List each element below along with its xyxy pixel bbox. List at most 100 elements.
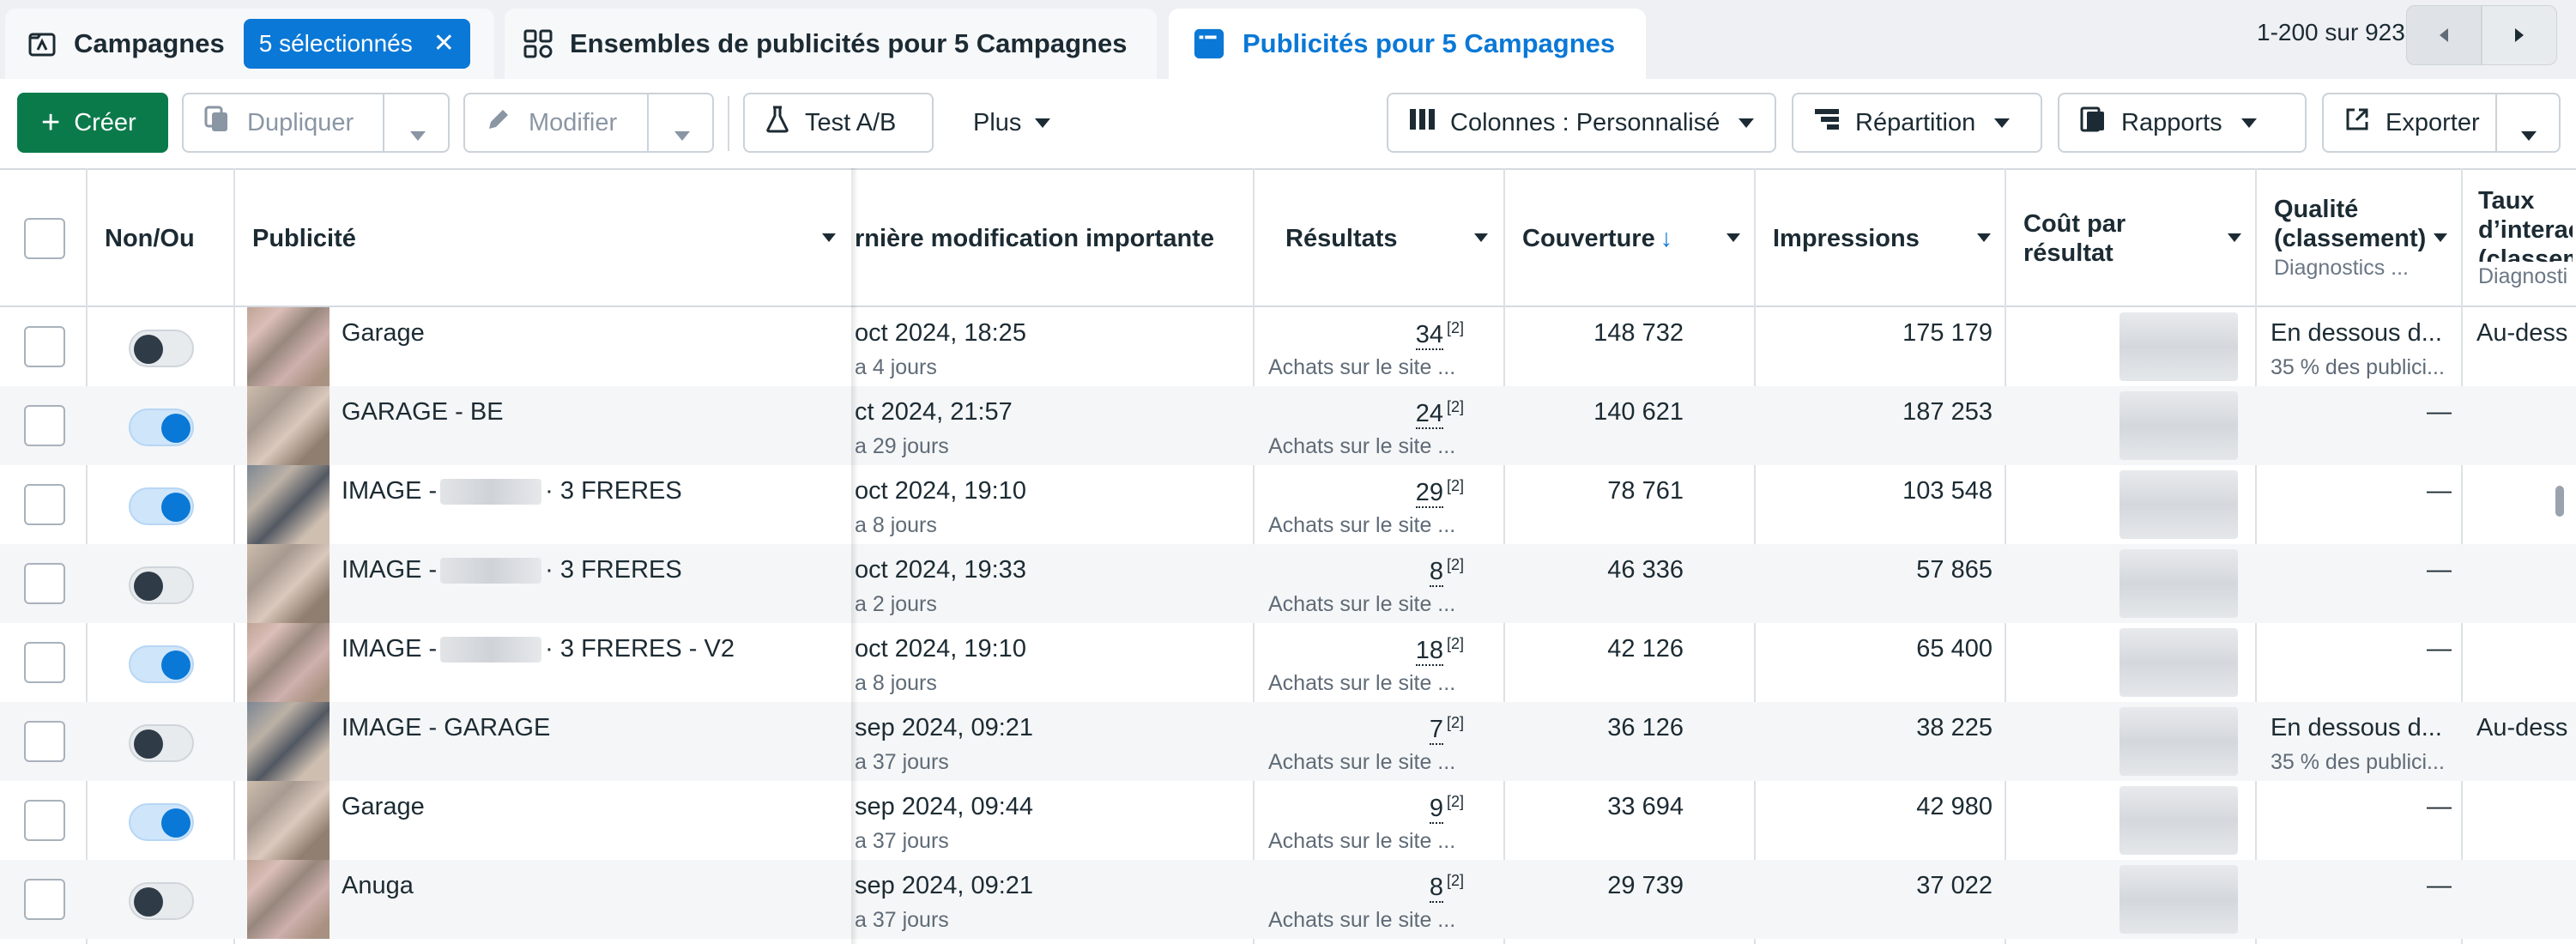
row-checkbox[interactable]	[24, 563, 65, 604]
results-value[interactable]: 8 [2]	[1429, 556, 1464, 587]
ad-thumbnail[interactable]	[247, 386, 330, 465]
col-cost-sort-icon[interactable]	[2228, 233, 2241, 242]
next-page-button[interactable]	[2482, 5, 2557, 65]
results-value[interactable]: 29 [2]	[1415, 477, 1464, 508]
ad-status-toggle[interactable]	[129, 724, 194, 762]
select-all-checkbox[interactable]	[24, 218, 65, 259]
export-button[interactable]: Exporter	[2322, 93, 2561, 153]
engagement-ranking: Au-dess	[2476, 714, 2568, 741]
col-onoff-header[interactable]: Non/Ou	[105, 224, 195, 252]
close-icon[interactable]: ✕	[432, 29, 455, 57]
last-modification-date: ct 2024, 21:57	[855, 398, 1013, 426]
ad-name[interactable]: IMAGE - · 3 FRERES	[342, 477, 682, 505]
col-cost-header[interactable]: Coût par résultat	[2023, 210, 2126, 267]
ad-status-toggle[interactable]	[129, 882, 194, 920]
prev-page-button[interactable]	[2406, 5, 2482, 65]
ad-thumbnail[interactable]	[247, 465, 330, 544]
ad-name[interactable]: IMAGE - · 3 FRERES - V2	[342, 635, 735, 663]
ad-name[interactable]: IMAGE - · 3 FRERES	[342, 556, 682, 584]
redacted-cost	[2119, 470, 2238, 539]
more-button[interactable]: Plus	[973, 93, 1051, 153]
row-checkbox[interactable]	[24, 879, 65, 920]
ad-name[interactable]: GARAGE - BE	[342, 398, 504, 426]
ad-thumbnail[interactable]	[247, 702, 330, 781]
col-last-mod-header[interactable]: rnière modification importante	[855, 224, 1214, 252]
col-reach-sort-icon[interactable]	[1726, 233, 1740, 242]
ad-status-toggle[interactable]	[129, 487, 194, 525]
row-checkbox[interactable]	[24, 800, 65, 841]
table-row[interactable]: Garage sep 2024, 09:44 a 37 jours 9 [2] Achat…	[0, 781, 2576, 860]
ad-thumbnail[interactable]	[247, 781, 330, 860]
columns-button[interactable]: Colonnes : Personnalisé	[1387, 93, 1776, 153]
table-row[interactable]: Anuga sep 2024, 09:21 a 37 jours 8 [2] Achats…	[0, 860, 2576, 939]
row-checkbox[interactable]	[24, 642, 65, 683]
ad-status-toggle[interactable]	[129, 330, 194, 367]
ad-name[interactable]: Garage	[342, 793, 425, 820]
selected-badge[interactable]: 5 sélectionnés ✕	[243, 19, 470, 69]
results-type: Achats sur le site ...	[1268, 592, 1456, 616]
modify-dropdown-icon[interactable]	[674, 119, 690, 148]
last-modification-age: a 8 jours	[855, 671, 937, 695]
col-results-header[interactable]: Résultats	[1285, 224, 1398, 252]
redacted-cost	[2119, 549, 2238, 618]
results-value[interactable]: 18 [2]	[1415, 635, 1464, 666]
row-checkbox[interactable]	[24, 721, 65, 762]
row-checkbox[interactable]	[24, 405, 65, 446]
horizontal-scrollbar-thumb[interactable]	[2555, 486, 2564, 517]
results-value[interactable]: 24 [2]	[1415, 398, 1464, 429]
ab-test-button[interactable]: Test A/B	[743, 93, 934, 153]
breakdown-button[interactable]: Répartition	[1792, 93, 2042, 153]
ad-status-toggle[interactable]	[129, 803, 194, 841]
create-button[interactable]: + Créer	[17, 93, 168, 153]
reports-button[interactable]: Rapports	[2058, 93, 2307, 153]
table-row[interactable]: IMAGE - GARAGE sep 2024, 09:21 a 37 jours 7…	[0, 702, 2576, 781]
col-impressions-sort-icon[interactable]	[1977, 233, 1991, 242]
toggle-knob	[161, 651, 190, 680]
pager-controls	[2406, 5, 2557, 65]
ad-status-toggle[interactable]	[129, 566, 194, 604]
ad-status-toggle[interactable]	[129, 408, 194, 446]
table-row[interactable]: IMAGE - · 3 FRERES oct 2024, 19:33 a 2 jour…	[0, 544, 2576, 623]
results-value[interactable]: 9 [2]	[1429, 793, 1464, 824]
duplicate-button[interactable]: Dupliquer	[182, 93, 450, 153]
ad-thumbnail[interactable]	[247, 544, 330, 623]
col-quality-header[interactable]: Qualité (classement) Diagnostics ...	[2274, 196, 2427, 280]
row-checkbox[interactable]	[24, 326, 65, 367]
table-row[interactable]: IMAGE - · 3 FRERES - V2 oct 2024, 19:10 a 8…	[0, 623, 2576, 702]
quality-ranking-empty: —	[2427, 477, 2452, 505]
results-value[interactable]: 34 [2]	[1415, 319, 1464, 350]
ad-name[interactable]: Garage	[342, 319, 425, 347]
ad-name[interactable]: Anuga	[342, 872, 414, 899]
modify-button[interactable]: Modifier	[463, 93, 714, 153]
tab-campaigns[interactable]: Campagnes 5 sélectionnés ✕	[5, 9, 494, 79]
ad-thumbnail[interactable]	[247, 860, 330, 939]
impressions-value: 57 865	[1916, 556, 1992, 584]
ad-name[interactable]: IMAGE - GARAGE	[342, 714, 551, 741]
col-rate-header[interactable]: Taux d’interac (classem Diagnosti	[2478, 187, 2573, 288]
results-value[interactable]: 7 [2]	[1429, 714, 1464, 745]
results-footnote: [2]	[1446, 714, 1464, 731]
ad-thumbnail[interactable]	[247, 623, 330, 702]
last-modification-age: a 37 jours	[855, 829, 949, 853]
col-ad-sort-icon[interactable]	[822, 233, 836, 242]
col-ad-header[interactable]: Publicité	[252, 224, 356, 252]
row-checkbox[interactable]	[24, 484, 65, 525]
table-row[interactable]: Garage oct 2024, 18:25 a 4 jours 34 [2] Achat…	[0, 307, 2576, 386]
results-type: Achats sur le site ...	[1268, 355, 1456, 379]
redacted-text	[440, 637, 542, 663]
breakdown-caret-icon	[1994, 118, 2011, 128]
results-value[interactable]: 8 [2]	[1429, 872, 1464, 903]
duplicate-dropdown-icon[interactable]	[410, 119, 426, 148]
tab-ad-sets[interactable]: Ensembles de publicités pour 5 Campagnes	[505, 9, 1157, 79]
ad-thumbnail[interactable]	[247, 307, 330, 386]
last-modification-date: oct 2024, 19:33	[855, 556, 1026, 584]
tab-ads[interactable]: Publicités pour 5 Campagnes	[1169, 9, 1646, 79]
ad-status-toggle[interactable]	[129, 645, 194, 683]
table-row[interactable]: GARAGE - BE ct 2024, 21:57 a 29 jours 24 [2]…	[0, 386, 2576, 465]
table-row[interactable]: IMAGE - · 3 FRERES oct 2024, 19:10 a 8 jour…	[0, 465, 2576, 544]
export-dropdown-icon[interactable]	[2521, 119, 2537, 148]
col-quality-sort-icon[interactable]	[2434, 233, 2447, 242]
col-reach-header[interactable]: Couverture ↓	[1522, 224, 1673, 252]
col-results-sort-icon[interactable]	[1474, 233, 1488, 242]
col-impressions-header[interactable]: Impressions	[1773, 224, 1920, 252]
